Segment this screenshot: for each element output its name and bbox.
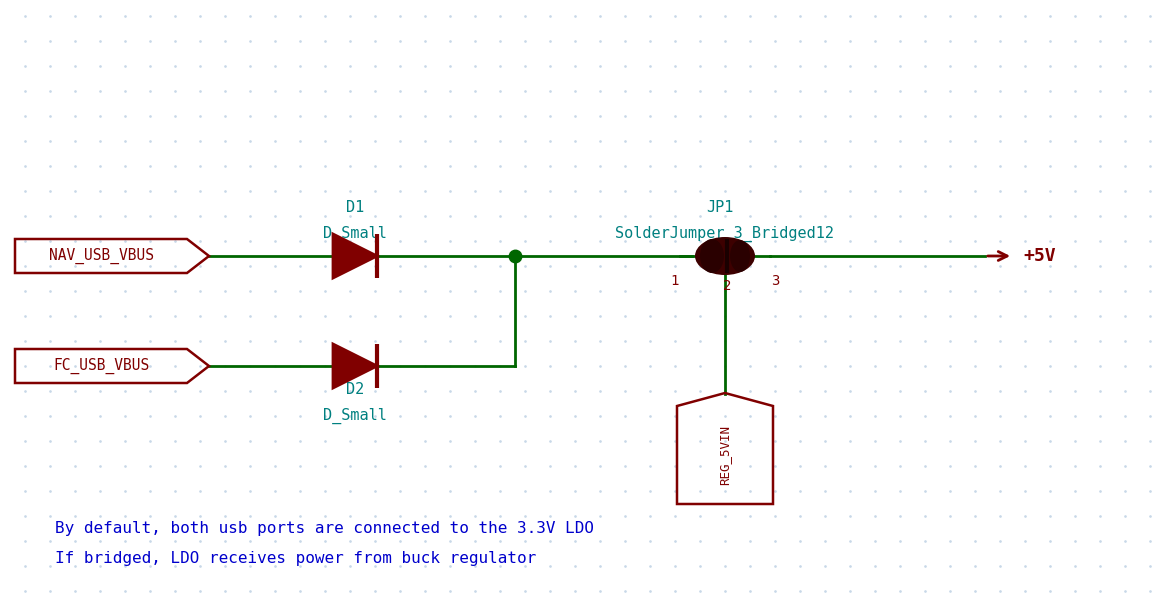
- Polygon shape: [333, 344, 377, 388]
- Text: D_Small: D_Small: [323, 408, 387, 424]
- Text: D1: D1: [345, 200, 364, 216]
- Text: +5V: +5V: [1023, 247, 1056, 265]
- Ellipse shape: [695, 237, 755, 275]
- Text: 3: 3: [771, 274, 779, 288]
- Text: If bridged, LDO receives power from buck regulator: If bridged, LDO receives power from buck…: [55, 551, 536, 565]
- Ellipse shape: [730, 240, 750, 272]
- Text: 2: 2: [723, 279, 732, 293]
- Text: D2: D2: [345, 383, 364, 397]
- Text: 1: 1: [671, 274, 679, 288]
- Text: REG_5VIN: REG_5VIN: [719, 425, 732, 485]
- Text: NAV_USB_VBUS: NAV_USB_VBUS: [49, 248, 154, 264]
- Text: FC_USB_VBUS: FC_USB_VBUS: [52, 358, 149, 374]
- Text: SolderJumper_3_Bridged12: SolderJumper_3_Bridged12: [615, 226, 835, 242]
- Text: JP1: JP1: [706, 200, 734, 216]
- Text: D_Small: D_Small: [323, 226, 387, 242]
- Polygon shape: [333, 234, 377, 278]
- Ellipse shape: [700, 239, 725, 273]
- Text: By default, both usb ports are connected to the 3.3V LDO: By default, both usb ports are connected…: [55, 521, 594, 535]
